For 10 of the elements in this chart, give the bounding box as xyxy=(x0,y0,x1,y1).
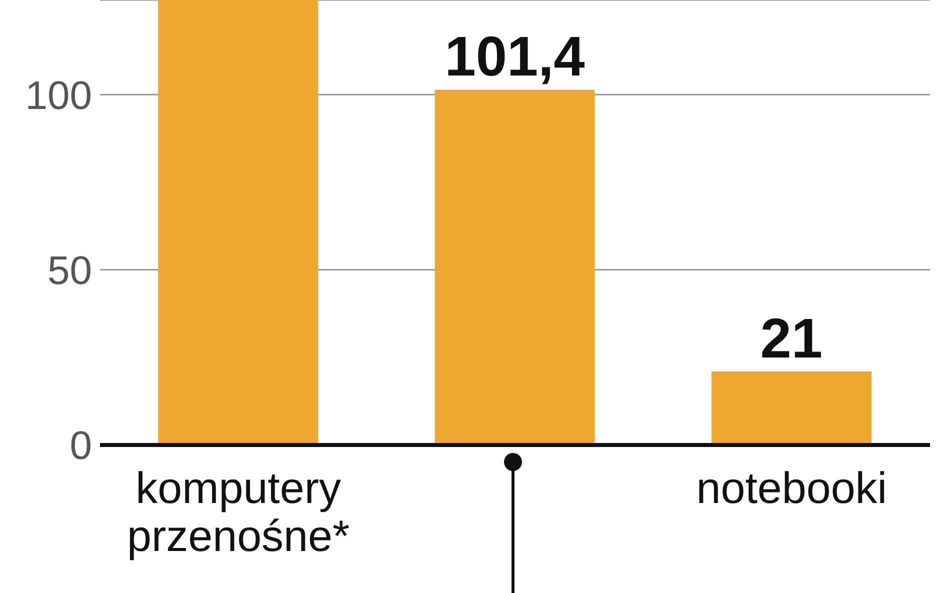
data-label: 101,4 xyxy=(444,24,585,88)
x-tick-label: komputery przenośne* xyxy=(127,464,350,561)
bar xyxy=(434,90,595,445)
bar xyxy=(711,371,872,445)
y-tick-label: 50 xyxy=(48,249,92,294)
bar xyxy=(158,0,318,445)
y-tick-label: 100 xyxy=(25,74,92,118)
x-tick-label: notebooki xyxy=(696,464,888,513)
data-label: 21 xyxy=(760,306,823,370)
y-tick-label: 0 xyxy=(70,424,92,468)
